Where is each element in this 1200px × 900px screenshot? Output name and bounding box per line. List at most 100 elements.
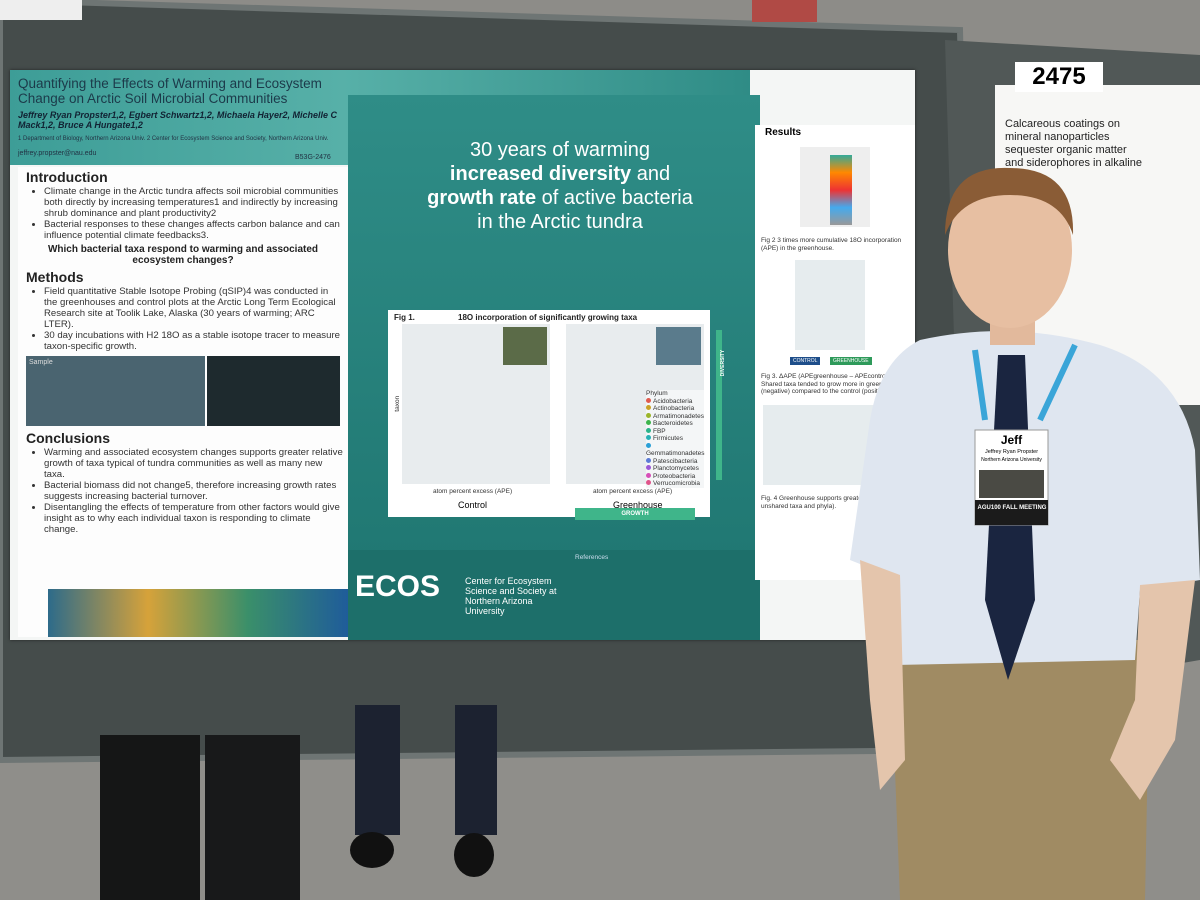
- legend-swatch: [646, 457, 651, 463]
- bullet: Field quantitative Stable Isotope Probin…: [44, 286, 344, 330]
- legs: [455, 705, 497, 835]
- photo-inset: [503, 327, 547, 365]
- legend-label: Verrucomicrobia: [653, 480, 700, 487]
- legend-entry: Gemmatimonadetes: [646, 442, 705, 458]
- bullets: Warming and associated ecosystem changes…: [34, 447, 344, 535]
- legend-swatch: [646, 480, 651, 485]
- legend-label: FBP: [653, 427, 666, 435]
- legs: [355, 705, 400, 835]
- headline-text: in the Arctic tundra: [477, 211, 643, 233]
- shoe: [350, 832, 394, 868]
- label: GREENHOUSE: [830, 357, 872, 365]
- legend-entry: Firmicutes: [646, 435, 704, 443]
- legend-label: Firmicutes: [653, 435, 683, 442]
- legend-label: Planctomycetes: [653, 465, 699, 472]
- heading: Conclusions: [26, 430, 111, 446]
- legs: [205, 735, 300, 900]
- affiliations: 1 Department of Biology, Northern Arizon…: [18, 136, 329, 142]
- bullets: Field quantitative Stable Isotope Probin…: [34, 286, 344, 352]
- legend-swatch: [646, 427, 651, 433]
- badge-banner: [975, 500, 1048, 525]
- bullet: Warming and associated ecosystem changes…: [44, 447, 344, 480]
- stacked-bar: [830, 155, 852, 225]
- logo-text: Center for Ecosystem Science and Society…: [465, 576, 557, 616]
- logo: ECOS: [355, 570, 441, 603]
- shoe: [454, 833, 494, 877]
- face: [948, 172, 1072, 328]
- heading: Methods: [26, 269, 84, 285]
- x-axis-label: atom percent excess (APE): [593, 488, 673, 495]
- bullets: Climate change in the Arctic tundra affe…: [34, 186, 344, 241]
- methods-images: Sample: [26, 356, 340, 426]
- plot-panel: [795, 260, 865, 350]
- arrow-label: GROWTH: [575, 508, 695, 520]
- poster-id: B53G-2476: [295, 154, 331, 161]
- legend-entry: Verrucomicrobia: [646, 480, 704, 488]
- legend-swatch: [646, 412, 651, 418]
- headline-text: increased diversity: [449, 163, 632, 185]
- sign: [0, 0, 82, 20]
- x-axis-label: atom percent excess (APE): [433, 488, 513, 495]
- headline-line: 30 years of warming: [360, 138, 760, 162]
- legend-swatch: [646, 472, 651, 478]
- badge-art: [979, 470, 1044, 498]
- legend-label: Patescibacteria: [653, 457, 698, 465]
- headline: 30 years of warming increased diversity a…: [360, 138, 760, 234]
- legend-entry: FBP: [646, 427, 704, 436]
- legend-label: Armatimonadetes: [653, 412, 704, 420]
- legend-label: Gemmatimonadetes: [646, 450, 705, 457]
- arm: [1110, 580, 1195, 800]
- legend-swatch: [646, 420, 651, 425]
- footer: [348, 550, 760, 640]
- left-column: Introduction Climate change in the Arcti…: [18, 167, 348, 637]
- headline-text: 30 years of warming: [469, 139, 651, 161]
- caption: Fig 2 3 times more cumulative 18O incorp…: [761, 237, 902, 252]
- legend-swatch: [646, 435, 651, 440]
- heading: Results: [765, 127, 802, 138]
- badge-full-name: Jeffrey Ryan Propster: [984, 449, 1039, 455]
- legend-entry: Planctomycetes: [646, 465, 704, 473]
- panel-label: Control: [458, 500, 488, 510]
- legend-title: Phylum: [646, 390, 668, 397]
- lanyard: [972, 343, 1078, 422]
- badge-banner: AGU100 FALL MEETING: [977, 505, 1047, 511]
- pants: [890, 640, 1150, 900]
- panel-label: Greenhouse: [613, 500, 663, 510]
- legend-label: Actinobacteria: [653, 405, 695, 412]
- headline-line: growth rate of active bacteria: [360, 186, 760, 210]
- arm: [860, 560, 905, 790]
- legend-label: Acidobacteria: [653, 397, 693, 405]
- question: Which bacterial taxa respond to warming …: [47, 244, 319, 266]
- headline-line: increased diversity and: [360, 162, 760, 186]
- legend-entry: Bacteroidetes: [646, 420, 704, 428]
- legs: [100, 735, 200, 900]
- bullet: Disentangling the effects of temperature…: [44, 502, 344, 535]
- fig-title: 18O incorporation of significantly growi…: [458, 313, 638, 322]
- headline-text: growth rate: [427, 187, 537, 209]
- figure: Fig 1. 18O incorporation of significantl…: [388, 310, 710, 517]
- diagram-label: Sample: [29, 359, 53, 366]
- poster-number: 2475: [1015, 62, 1103, 92]
- bullet: 30 day incubations with H2 18O as a stab…: [44, 330, 344, 352]
- legend-swatch: [646, 465, 651, 470]
- bullet: Climate change in the Arctic tundra affe…: [44, 186, 344, 219]
- art-strip: [48, 589, 348, 637]
- headline-line: in the Arctic tundra: [360, 210, 760, 234]
- legend-entry: Patescibacteria: [646, 457, 704, 466]
- micrograph: [206, 356, 340, 426]
- badge-affiliation: Northern Arizona University: [981, 457, 1042, 463]
- diagram: Sample: [26, 356, 205, 426]
- poster: Quantifying the Effects of Warming and E…: [10, 70, 915, 640]
- authors: Jeffrey Ryan Propster1,2, Egbert Schwart…: [18, 110, 337, 130]
- legend-entry: Armatimonadetes: [646, 412, 704, 421]
- legend-label: Proteobacteria: [653, 472, 696, 480]
- legend-entry: Actinobacteria: [646, 405, 704, 413]
- heading: Introduction: [26, 169, 108, 185]
- caption: Fig 3. ΔAPE (APEgreenhouse – APEcontrol)…: [761, 373, 901, 395]
- hair: [945, 167, 1074, 235]
- legend-label: Bacteroidetes: [653, 420, 693, 427]
- fig-label: Fig 1.: [394, 313, 415, 322]
- legend-entry: Acidobacteria: [646, 397, 704, 406]
- arrow: [716, 330, 722, 480]
